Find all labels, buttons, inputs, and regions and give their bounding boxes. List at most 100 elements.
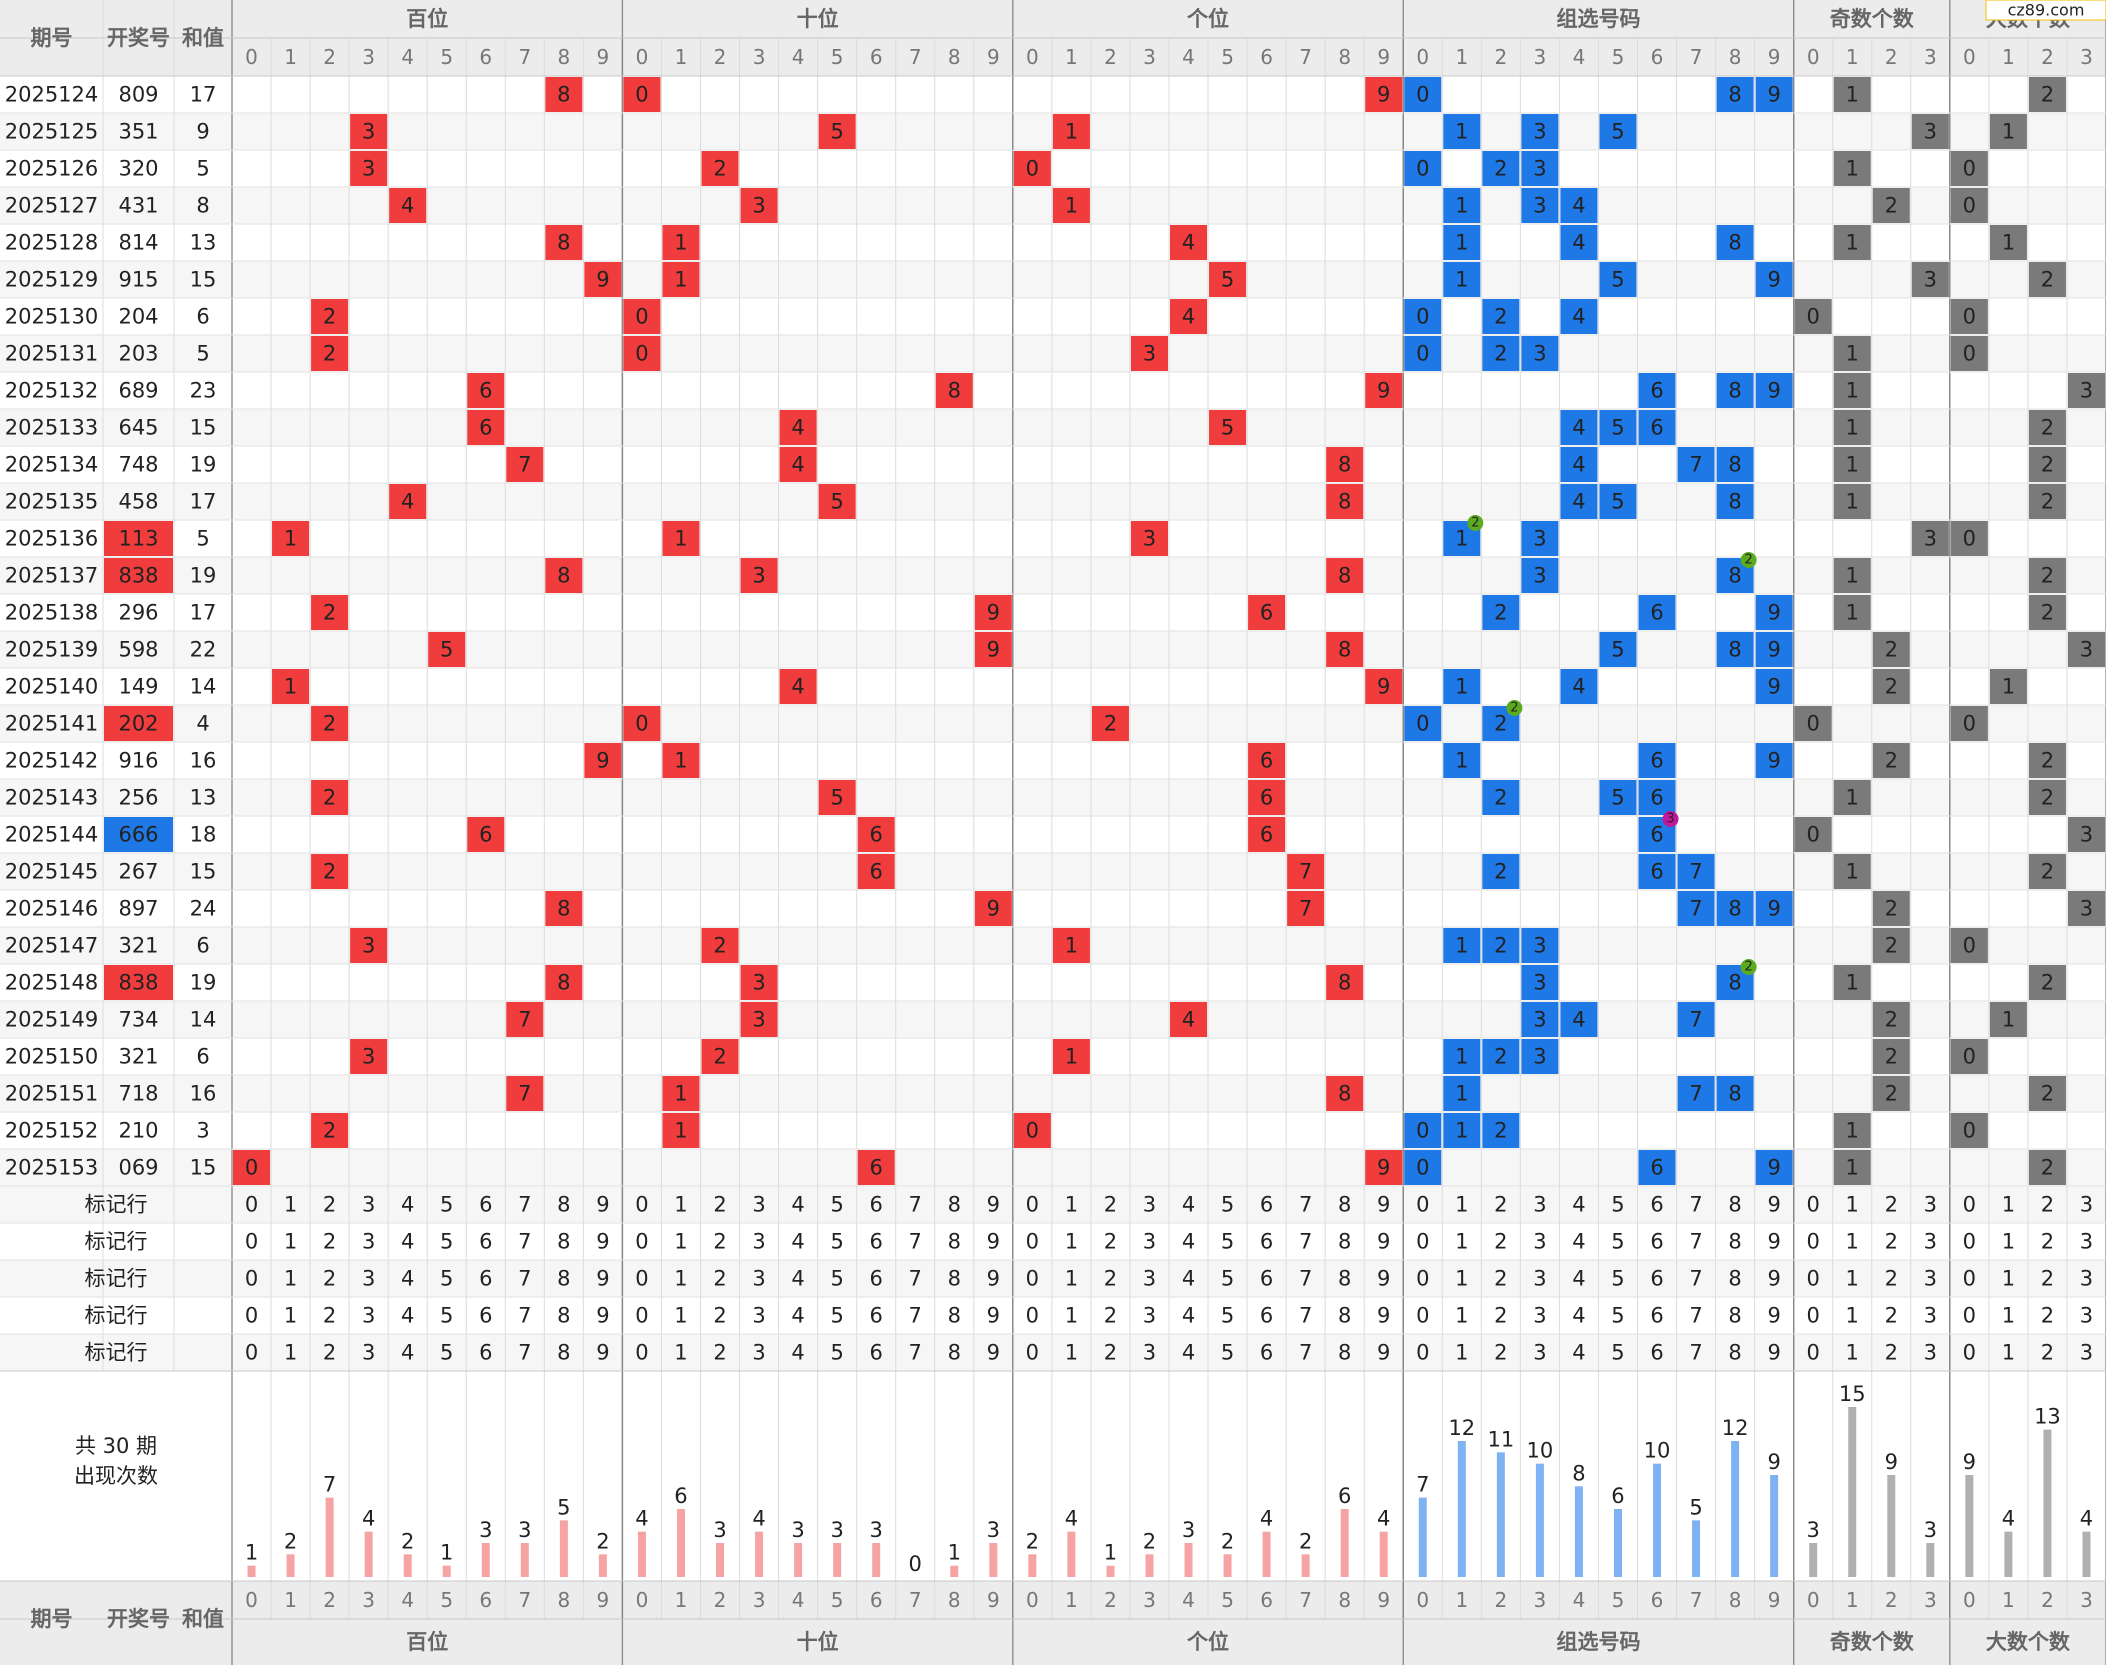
hit-cell	[1560, 410, 1598, 445]
hit-cell	[1833, 484, 1871, 519]
period: 2025137	[5, 564, 99, 588]
hit-digit: 6	[1650, 749, 1663, 773]
hit-digit: 2	[1885, 1082, 1898, 1106]
hit-cell	[1599, 632, 1637, 667]
digit-header: 0	[1416, 45, 1429, 69]
count-label: 0	[909, 1552, 922, 1576]
digit-header: 1	[1065, 45, 1078, 69]
hit-digit: 1	[1065, 934, 1078, 958]
hit-digit: 7	[518, 1082, 531, 1106]
marker-digit: 0	[1807, 1267, 1820, 1291]
digit-header: 5	[831, 1588, 844, 1612]
hit-cell	[1872, 669, 1910, 704]
hit-digit: 6	[1650, 786, 1663, 810]
hit-digit: 2	[2041, 490, 2054, 514]
digit-header: 9	[1768, 45, 1781, 69]
row-stripe	[0, 1186, 2106, 1223]
hit-digit: 0	[1963, 1119, 1976, 1143]
group-title: 组选号码	[1556, 7, 1640, 31]
count-bar	[794, 1543, 803, 1577]
hit-digit: 1	[1455, 749, 1468, 773]
hit-cell	[545, 225, 583, 260]
marker-digit: 1	[674, 1193, 687, 1217]
marker-digit: 1	[284, 1341, 297, 1365]
hit-digit: 6	[870, 860, 883, 884]
draw-number: 666	[118, 823, 158, 847]
count-bar	[833, 1543, 842, 1577]
hit-digit: 8	[1338, 564, 1351, 588]
digit-header: 0	[1963, 1588, 1976, 1612]
marker-digit: 3	[1533, 1341, 1546, 1365]
marker-digit: 0	[1963, 1304, 1976, 1328]
hit-digit: 2	[323, 786, 336, 810]
count-bar	[1028, 1554, 1037, 1577]
hit-digit: 2	[1494, 601, 1507, 625]
hit-digit: 2	[2041, 564, 2054, 588]
watermark: cz89.com	[2008, 1, 2085, 20]
hit-digit: 1	[1065, 194, 1078, 218]
hit-digit: 3	[752, 194, 765, 218]
hit-cell	[1521, 151, 1559, 186]
hit-digit: 0	[1416, 157, 1429, 181]
hit-cell	[1404, 336, 1442, 371]
sum: 15	[190, 860, 217, 884]
marker-digit: 6	[1650, 1193, 1663, 1217]
digit-header: 1	[2002, 1588, 2015, 1612]
hit-digit: 9	[987, 638, 1000, 662]
period: 2025131	[5, 342, 99, 366]
digit-header: 4	[792, 45, 805, 69]
hit-cell	[1833, 447, 1871, 482]
marker-digit: 1	[1455, 1230, 1468, 1254]
digit-header: 6	[1260, 1588, 1273, 1612]
hit-digit: 3	[1533, 527, 1546, 551]
count-bar	[1731, 1441, 1740, 1577]
count-label: 2	[284, 1529, 297, 1553]
count-label: 6	[1611, 1484, 1624, 1508]
hit-digit: 5	[830, 120, 843, 144]
hit-cell	[350, 151, 388, 186]
count-label: 2	[1026, 1529, 1039, 1553]
marker-digit: 1	[2002, 1230, 2015, 1254]
sum: 24	[190, 897, 217, 921]
period: 2025144	[5, 823, 99, 847]
hit-digit: 2	[1885, 1008, 1898, 1032]
hit-cell	[974, 891, 1012, 926]
digit-header: 1	[675, 45, 688, 69]
hit-cell	[272, 521, 310, 556]
digit-header: 9	[1377, 1588, 1390, 1612]
hit-cell	[1872, 1002, 1910, 1037]
hit-cell	[818, 114, 856, 149]
digit-header: 6	[870, 1588, 883, 1612]
digit-header: 5	[1612, 1588, 1625, 1612]
marker-digit: 8	[557, 1341, 570, 1365]
marker-digit: 1	[1455, 1193, 1468, 1217]
marker-digit: 1	[1846, 1341, 1859, 1365]
marker-digit: 4	[1572, 1230, 1585, 1254]
hit-digit: 3	[1924, 120, 1937, 144]
marker-digit: 3	[1533, 1304, 1546, 1328]
hit-digit: 1	[1455, 1119, 1468, 1143]
digit-header: 6	[870, 45, 883, 69]
draw-number: 718	[118, 1082, 158, 1106]
marker-digit: 0	[635, 1304, 648, 1328]
draw-number: 916	[118, 749, 158, 773]
digit-header: 7	[909, 1588, 922, 1612]
hit-digit: 3	[2080, 638, 2093, 662]
hit-cell	[857, 817, 895, 852]
hit-cell	[2028, 854, 2066, 889]
draw-number: 458	[118, 490, 158, 514]
marker-digit: 7	[518, 1267, 531, 1291]
marker-digit: 3	[2080, 1193, 2093, 1217]
count-bar	[1457, 1441, 1466, 1577]
sum: 6	[196, 934, 209, 958]
count-label: 2	[596, 1529, 609, 1553]
marker-digit: 4	[401, 1304, 414, 1328]
hit-digit: 5	[1221, 416, 1234, 440]
marker-digit: 4	[1182, 1341, 1195, 1365]
count-label: 2	[1299, 1529, 1312, 1553]
count-bar	[1262, 1531, 1271, 1577]
marker-digit: 9	[1377, 1230, 1390, 1254]
marker-digit: 3	[1533, 1267, 1546, 1291]
hit-digit: 0	[1963, 194, 1976, 218]
sum: 22	[190, 638, 217, 662]
